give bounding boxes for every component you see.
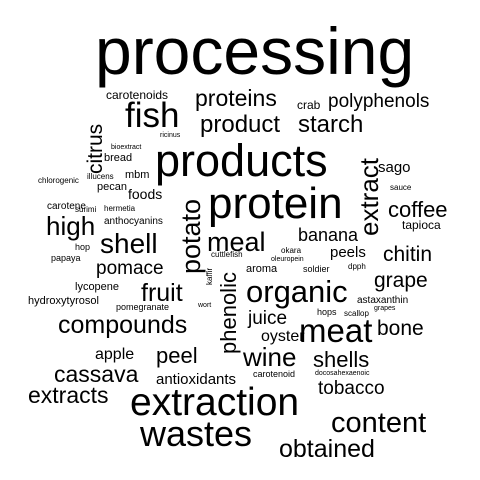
word-bone: bone [377,317,424,340]
word-proteins: proteins [195,85,277,111]
word-anthocyanins: anthocyanins [104,216,163,227]
word-sauce: sauce [390,183,412,192]
word-chlorogenic: chlorogenic [38,176,79,185]
word-banana: banana [298,225,359,245]
word-hop: hop [75,242,91,252]
word-wine: wine [243,342,297,372]
word-peel: peel [156,343,198,368]
word-cassava: cassava [54,361,139,387]
word-carotene: carotene [47,201,86,212]
word-citrus: citrus [84,123,107,174]
word-potato: potato [176,198,206,274]
word-shell: shell [100,228,158,259]
word-protein: protein [208,179,343,228]
word-illucens: illucens [87,172,114,181]
word-dpph: dpph [348,262,366,271]
word-aroma: aroma [246,263,278,275]
word-crab: crab [297,98,321,112]
word-carotenoid: carotenoid [253,369,296,379]
word-astaxanthin: astaxanthin [357,295,409,306]
word-obtained: obtained [279,435,375,463]
word-wastes: wastes [140,413,253,454]
word-organic: organic [246,274,348,309]
word-surimi: surimi [75,205,97,214]
word-bread: bread [104,152,133,164]
word-oyster: oyster [261,328,305,345]
word-carotenoids: carotenoids [106,88,169,102]
word-phenolic: phenolic [216,272,241,354]
word-polyphenols: polyphenols [328,91,430,112]
word-content: content [331,407,427,439]
word-peels: peels [330,244,366,261]
word-pomegranate: pomegranate [116,302,170,312]
word-meal: meal [207,227,266,257]
word-ricinus: ricinus [160,132,181,139]
word-docosahexaenoic: docosahexaenoic [315,370,370,377]
word-oleuropein: oleuropein [271,256,304,263]
word-starch: starch [298,111,364,138]
word-grapes: grapes [374,305,396,312]
word-kaffir: kaffir [205,267,214,285]
word-tapioca: tapioca [402,218,441,232]
word-products: products [155,135,328,186]
word-mbm: mbm [125,169,150,181]
word-grape: grape [374,269,428,292]
word-fruit: fruit [141,279,183,307]
word-compounds: compounds [58,311,188,339]
word-product: product [200,111,281,138]
word-lycopene: lycopene [75,281,120,293]
word-bioextract: bioextract [111,144,142,151]
word-papaya: papaya [51,253,81,263]
word-pecan: pecan [97,181,127,193]
word-high: high [46,211,96,241]
word-okara: okara [281,246,302,255]
word-cuttlefish: cuttlefish [211,250,243,259]
word-foods: foods [128,186,163,202]
word-chitin: chitin [383,243,433,266]
word-hermetia: hermetia [104,204,136,213]
word-coffee: coffee [388,197,448,222]
word-extraction: extraction [130,381,300,424]
word-meat: meat [299,312,373,349]
word-sago: sago [378,159,411,176]
word-fish: fish [125,96,180,135]
word-pomace: pomace [96,258,164,279]
word-hops: hops [317,307,337,317]
word-juice: juice [248,308,288,329]
word-processing: processing [95,14,415,88]
word-extracts: extracts [28,382,109,408]
word-shells: shells [313,347,370,372]
word-apple: apple [95,346,135,363]
word-antioxidants: antioxidants [156,371,237,388]
word-hydroxytyrosol: hydroxytyrosol [28,295,99,307]
word-soldier: soldier [303,264,330,274]
word-scallop: scallop [344,309,369,318]
word-tobacco: tobacco [318,378,385,399]
word-wort: wort [198,302,212,309]
